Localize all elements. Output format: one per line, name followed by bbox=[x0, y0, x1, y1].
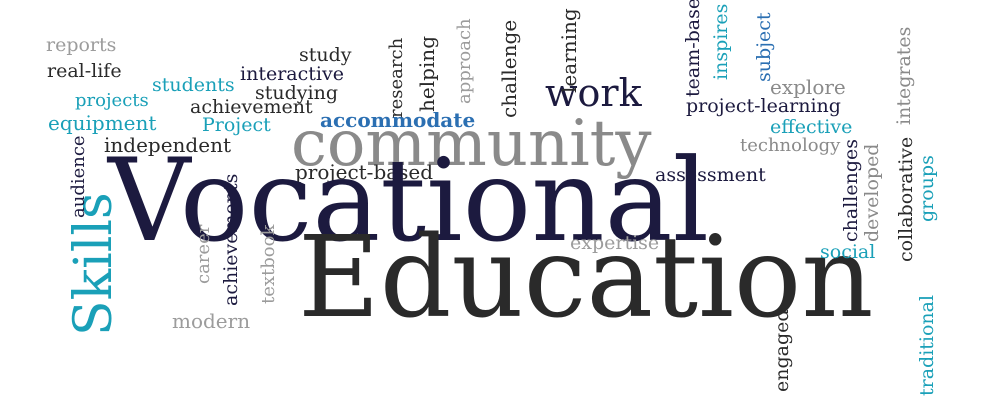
word-equipment: equipment bbox=[48, 111, 157, 135]
word-traditional: traditional bbox=[916, 294, 938, 396]
word-subject: subject bbox=[753, 12, 775, 82]
word-work: work bbox=[545, 71, 642, 115]
word-modern: modern bbox=[172, 309, 251, 333]
word-studying: studying bbox=[255, 82, 338, 104]
word-project-based: project-based bbox=[295, 160, 434, 184]
word-community: community bbox=[291, 107, 652, 181]
word-inspires: inspires bbox=[710, 3, 732, 80]
word-students: students bbox=[152, 74, 235, 96]
word-challenges: challenges bbox=[840, 139, 862, 242]
word-project: Project bbox=[202, 114, 271, 136]
word-assessment: assessment bbox=[655, 164, 766, 186]
word-effective: effective bbox=[770, 116, 853, 138]
word-helping: helping bbox=[415, 36, 439, 112]
word-approach: approach bbox=[454, 18, 475, 104]
word-education: Education bbox=[298, 213, 874, 343]
word-study: study bbox=[299, 44, 352, 66]
word-learning: learning bbox=[557, 8, 581, 93]
word-real-life: real-life bbox=[47, 60, 122, 82]
word-developed: developed bbox=[861, 143, 883, 242]
word-accommodate: accommodate bbox=[320, 108, 476, 132]
word-vocational: Vocational bbox=[108, 134, 710, 267]
word-expertise: expertise bbox=[570, 232, 660, 254]
word-integrates: integrates bbox=[893, 26, 915, 125]
word-challenge: challenge bbox=[497, 19, 521, 118]
word-textbook: textbook bbox=[258, 224, 279, 304]
word-explore: explore bbox=[770, 75, 846, 99]
word-achievements: achievements bbox=[220, 173, 242, 306]
word-interactive: interactive bbox=[240, 63, 344, 85]
word-engaged: engaged bbox=[771, 309, 793, 392]
word-groups: groups bbox=[916, 155, 938, 222]
word-independent: independent bbox=[104, 133, 231, 157]
word-project-learning: project-learning bbox=[686, 95, 841, 117]
word-team-based: team-based bbox=[682, 0, 704, 97]
word-reports: reports bbox=[46, 34, 117, 56]
word-social: social bbox=[820, 241, 876, 263]
word-projects: projects bbox=[75, 90, 149, 111]
word-research: research bbox=[386, 37, 407, 118]
word-career: career bbox=[193, 224, 214, 284]
word-technology: technology bbox=[740, 135, 841, 156]
word-audience: audience bbox=[68, 135, 89, 218]
word-achievement: achievement bbox=[190, 96, 313, 118]
word-collaborative: collaborative bbox=[895, 136, 917, 262]
